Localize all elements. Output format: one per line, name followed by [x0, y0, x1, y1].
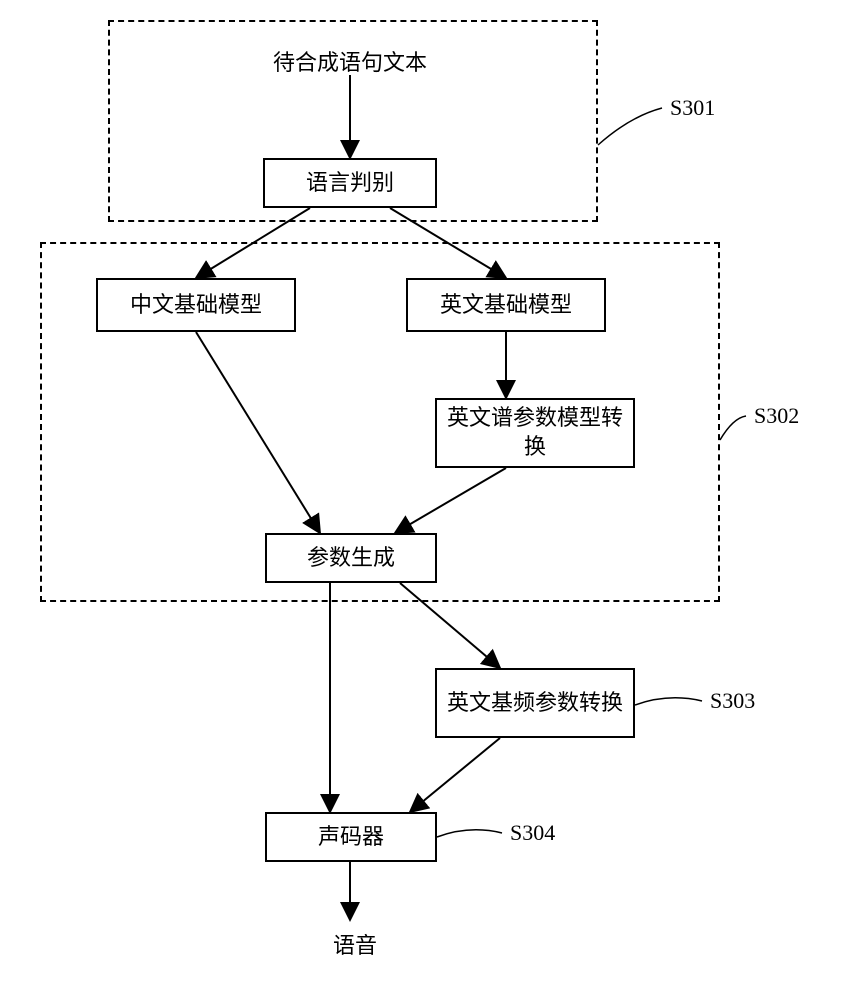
output-text-node: 语音: [325, 928, 385, 960]
lang-detect-node: 语言判别: [263, 158, 437, 208]
label-s302-text: S302: [754, 403, 799, 428]
en-spec-conv-node: 英文谱参数模型转换: [435, 398, 635, 468]
vocoder-label: 声码器: [318, 823, 384, 852]
label-s301-text: S301: [670, 95, 715, 120]
cn-model-node: 中文基础模型: [96, 278, 296, 332]
label-s301: S301: [670, 95, 715, 121]
en-f0-conv-node: 英文基频参数转换: [435, 668, 635, 738]
en-spec-conv-label: 英文谱参数模型转换: [447, 404, 623, 461]
en-model-label: 英文基础模型: [440, 291, 572, 320]
label-s302: S302: [754, 403, 799, 429]
output-text-label: 语音: [333, 933, 377, 958]
param-gen-label: 参数生成: [307, 544, 395, 573]
param-gen-node: 参数生成: [265, 533, 437, 583]
label-s304: S304: [510, 820, 555, 846]
label-s303: S303: [710, 688, 755, 714]
input-text-node: 待合成语句文本: [250, 45, 450, 77]
lang-detect-label: 语言判别: [306, 169, 394, 198]
cn-model-label: 中文基础模型: [130, 291, 262, 320]
input-text-label: 待合成语句文本: [273, 50, 427, 75]
label-s304-text: S304: [510, 820, 555, 845]
vocoder-node: 声码器: [265, 812, 437, 862]
label-s303-text: S303: [710, 688, 755, 713]
en-model-node: 英文基础模型: [406, 278, 606, 332]
en-f0-conv-label: 英文基频参数转换: [447, 689, 623, 718]
